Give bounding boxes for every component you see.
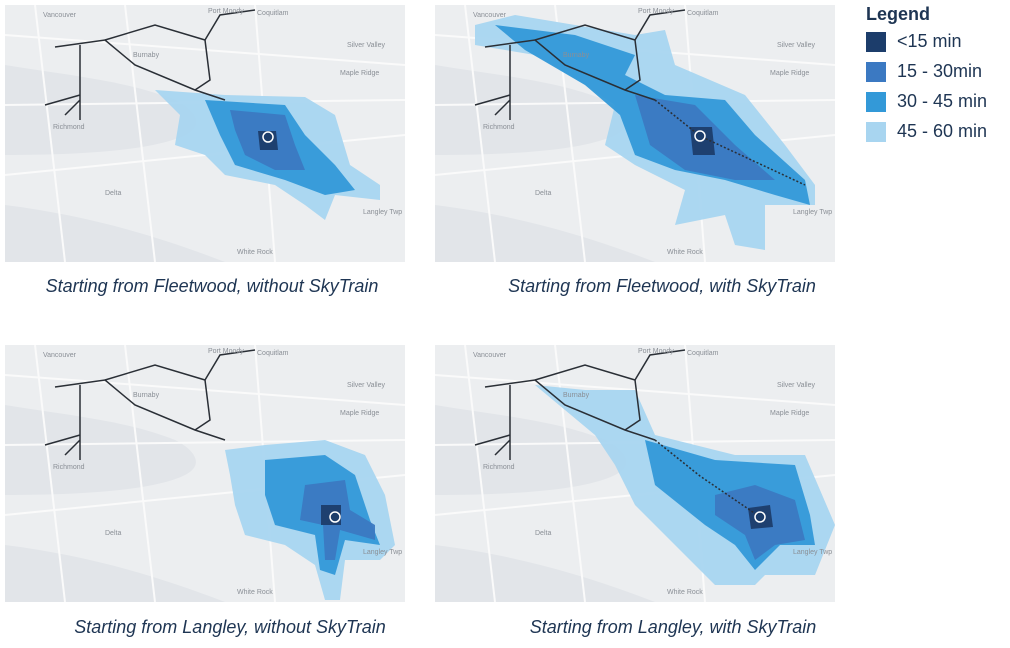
place-label: Maple Ridge [340, 410, 379, 417]
legend-title: Legend [866, 4, 930, 24]
place-label: Delta [105, 530, 121, 537]
map: Vancouver Burnaby Port Moody Coquitlam Silve… [434, 344, 836, 603]
place-label: Vancouver [43, 352, 77, 359]
place-label: Coquitlam [257, 10, 289, 17]
water [5, 405, 196, 495]
legend-label: 45 - 60 min [897, 121, 987, 141]
origin-marker [754, 511, 766, 523]
place-label: Richmond [483, 464, 515, 471]
place-label: Richmond [483, 124, 515, 131]
road [4, 439, 406, 446]
place-label: Vancouver [43, 12, 77, 19]
origin-marker [262, 131, 274, 143]
place-label: Burnaby [563, 392, 590, 399]
skytrain-line [44, 385, 81, 460]
place-label: White Rock [667, 589, 703, 596]
skytrain-line [474, 45, 511, 120]
place-label: Burnaby [563, 52, 590, 59]
place-label: Maple Ridge [340, 70, 379, 77]
road [4, 374, 406, 406]
legend-swatch [866, 62, 886, 82]
map-caption: Starting from Fleetwood, without SkyTrai… [46, 276, 379, 296]
legend-label: 15 - 30min [897, 61, 982, 81]
skytrain-line [44, 45, 81, 120]
place-label: Silver Valley [777, 42, 815, 49]
place-label: Vancouver [473, 12, 507, 19]
legend-swatch [866, 122, 886, 142]
map: Vancouver Burnaby Port Moody Coquitlam Silve… [4, 344, 406, 603]
origin-marker [329, 511, 341, 523]
water [435, 65, 626, 155]
place-label: Coquitlam [257, 350, 289, 357]
place-label: Port Moody [638, 348, 674, 355]
place-label: Silver Valley [347, 42, 385, 49]
map: Vancouver Burnaby Port Moody Coquitlam Silve… [4, 4, 406, 263]
place-label: Langley Twp [363, 209, 402, 216]
place-label: Langley Twp [363, 549, 402, 556]
place-label: Langley Twp [793, 549, 832, 556]
place-label: White Rock [237, 589, 273, 596]
place-label: Langley Twp [793, 209, 832, 216]
water [435, 405, 626, 495]
place-label: Burnaby [133, 52, 160, 59]
place-label: Delta [535, 530, 551, 537]
skytrain-line [484, 379, 656, 441]
map-caption: Starting from Langley, without SkyTrain [74, 617, 385, 637]
place-label: Port Moody [638, 8, 674, 15]
legend-label: <15 min [897, 31, 962, 51]
legend-swatch [866, 92, 886, 112]
road [464, 344, 496, 603]
place-label: Coquitlam [687, 10, 719, 17]
skytrain-line [54, 379, 226, 441]
skytrain-line [474, 385, 511, 460]
place-label: Burnaby [133, 392, 160, 399]
road [124, 344, 156, 603]
skytrain-line [634, 349, 686, 381]
skytrain-line [204, 349, 256, 381]
place-label: Port Moody [208, 348, 244, 355]
place-label: Maple Ridge [770, 410, 809, 417]
place-label: Richmond [53, 124, 85, 131]
road [4, 34, 406, 66]
legend-swatch [866, 32, 886, 52]
place-label: Vancouver [473, 352, 507, 359]
place-label: Silver Valley [777, 382, 815, 389]
place-label: Delta [105, 190, 121, 197]
water [5, 65, 196, 155]
place-label: Silver Valley [347, 382, 385, 389]
place-label: Coquitlam [687, 350, 719, 357]
skytrain-extension [654, 439, 761, 518]
road [34, 344, 66, 603]
skytrain-line [484, 39, 656, 101]
place-label: White Rock [237, 249, 273, 256]
skytrain-line [54, 39, 226, 101]
origin-marker [694, 130, 706, 142]
road [34, 4, 66, 263]
place-label: Maple Ridge [770, 70, 809, 77]
legend-label: 30 - 45 min [897, 91, 987, 111]
place-label: Delta [535, 190, 551, 197]
map-caption: Starting from Langley, with SkyTrain [530, 617, 816, 637]
skytrain-line [204, 9, 256, 41]
place-label: White Rock [667, 249, 703, 256]
place-label: Richmond [53, 464, 85, 471]
road [464, 4, 496, 263]
skytrain-line [634, 9, 686, 41]
road [124, 4, 156, 263]
map-caption: Starting from Fleetwood, with SkyTrain [508, 276, 816, 296]
place-label: Port Moody [208, 8, 244, 15]
map: Vancouver Burnaby Port Moody Coquitlam Silve… [434, 4, 836, 263]
